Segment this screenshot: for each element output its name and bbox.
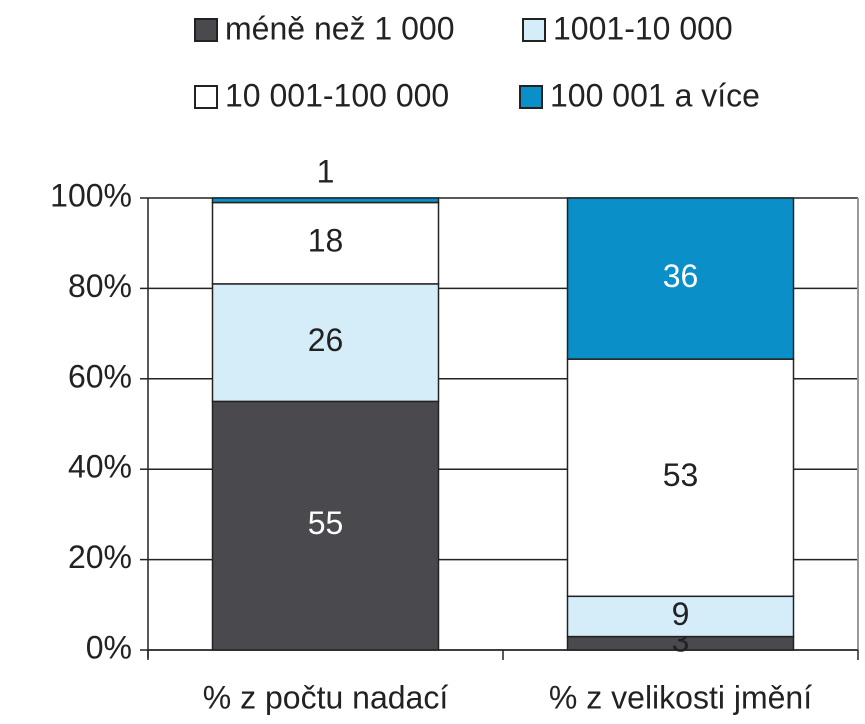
data-label: 9 (672, 596, 690, 632)
x-tick-label: % z velikosti jmění (549, 679, 812, 715)
y-tick-label: 60% (68, 358, 132, 394)
y-tick-label: 100% (50, 177, 132, 213)
data-label: 55 (308, 505, 344, 541)
bar-segment (566, 197, 795, 360)
x-tick-label: % z počtu nadací (203, 679, 449, 715)
y-tick-label: 40% (68, 449, 132, 485)
legend-label: 100 001 a více (550, 77, 760, 113)
legend-label: 10 001-100 000 (225, 77, 449, 113)
data-label: 53 (663, 457, 699, 493)
bar-segment (211, 197, 440, 204)
legend-swatch (522, 18, 546, 42)
data-label: 1 (317, 153, 335, 189)
legend-label: 1001-10 000 (553, 10, 733, 46)
y-tick-label: 80% (68, 268, 132, 304)
legend-swatch (194, 85, 218, 109)
y-tick-label: 0% (86, 629, 132, 665)
bar-segment (566, 358, 795, 598)
y-tick-label: 20% (68, 539, 132, 575)
data-label: 36 (663, 258, 699, 294)
legend-label: méně než 1 000 (225, 10, 455, 46)
data-label: 26 (308, 322, 344, 358)
bar-segment (566, 595, 795, 638)
data-label: 18 (308, 223, 344, 259)
legend-swatch (519, 85, 543, 109)
legend-swatch (194, 18, 218, 42)
